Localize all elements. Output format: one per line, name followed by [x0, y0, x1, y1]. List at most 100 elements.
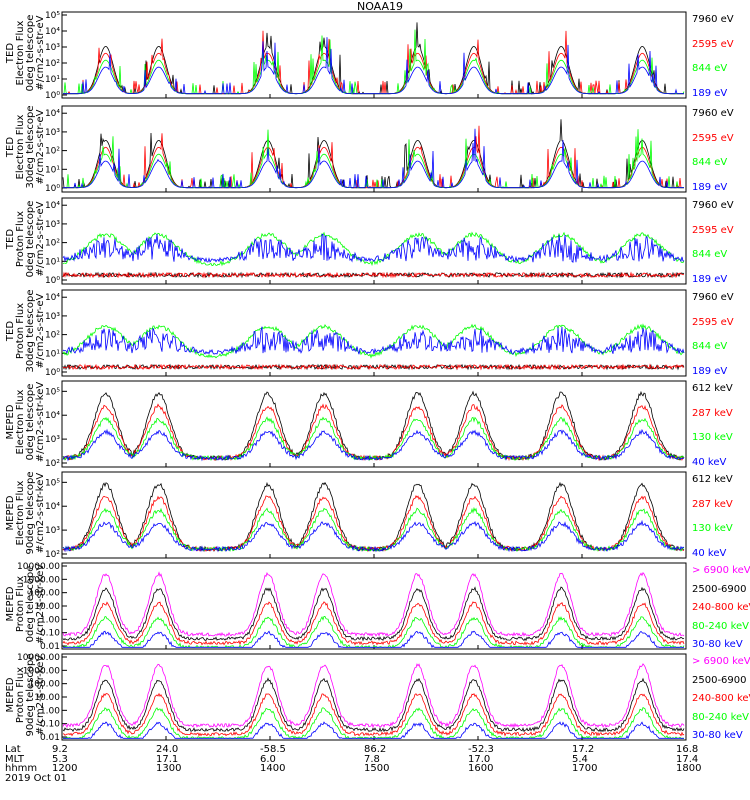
panel-7-series-3	[62, 615, 685, 649]
panel-6-ylabel: MEPED Electron Flux 90deg telescope #/cm2-s…	[5, 471, 46, 555]
panel-3-channel-label: 7960 eV	[692, 200, 734, 211]
panel-8-channel-label: > 6900 keV	[692, 656, 750, 667]
footer-date: 2019 Oct 01	[5, 772, 67, 784]
panel-2-channel-label: 2595 eV	[692, 132, 734, 144]
panel-6-channel-label: 612 keV	[692, 474, 733, 485]
panel-4-ytick-label: 10⁴	[45, 293, 60, 303]
panel-5-ylabel: MEPED Electron Flux 0deg telescope #/cm2-s-…	[5, 381, 46, 463]
panel-8-series-2	[62, 692, 685, 737]
panel-2-frame	[61, 105, 687, 193]
panel-3-channel-label: 2595 eV	[692, 224, 734, 236]
footer-value: 17.1	[156, 753, 179, 765]
panel-8-channel-label: 30-80 keV	[692, 730, 743, 741]
panel-5-channel-label: 40 keV	[692, 457, 727, 468]
footer-row-label: hhmm	[5, 763, 38, 774]
panel-2-series-0	[62, 119, 684, 189]
footer-value: 17.2	[572, 744, 595, 755]
panel-1-ytick-label: 10²	[45, 59, 60, 69]
panel-3-channel-label: 189 eV	[692, 274, 728, 285]
panel-4-series-1	[62, 363, 685, 371]
panel-5-frame	[61, 380, 687, 468]
panel-4-series-2	[62, 323, 685, 359]
footer-row-label: MLT	[5, 753, 24, 765]
panel-2-ytick-label: 10⁴	[45, 109, 60, 119]
panel-8-ytick-label: 1.00	[40, 706, 60, 716]
panel-7-ylabel: MEPED Proton Flux 0deg telescope #/cm2-s-st…	[5, 563, 46, 645]
panel-7-channel-label: 2500-6900	[692, 583, 747, 595]
panel-6-frame	[61, 471, 687, 559]
panel-2-channel-label: 189 eV	[692, 182, 728, 193]
panel-2-ytick-label: 10³	[45, 128, 60, 138]
footer-value: 5.4	[572, 753, 588, 765]
footer-value: 1700	[572, 763, 598, 774]
footer-row-hhmm: hhmm 1200 1300 1400 1500 1600 1700 1800	[5, 763, 701, 774]
footer-row-lat: Lat 9.2 24.0 -58.5 86.2 -52.3 17.2 16.8	[5, 744, 698, 755]
footer-value: 1200	[52, 763, 78, 774]
panel-7-ytick-label: 1000.00	[23, 575, 60, 585]
panel-2-ytick-label: 10²	[45, 147, 60, 157]
panel-2-series-2	[63, 129, 684, 189]
panel-5-series-1	[62, 403, 685, 462]
panel-5-channel-label: 287 keV	[692, 407, 733, 419]
panel-5-ytick-label: 10³	[45, 435, 60, 445]
panel-1-frame	[61, 11, 687, 99]
panel-4-frame	[61, 289, 687, 377]
panel-1-channel-label: 189 eV	[692, 88, 728, 99]
panel-8-ytick-label: 100.00	[29, 680, 61, 690]
panel-2-ytick-label: 10¹	[45, 165, 60, 175]
panel-2-series-3	[63, 128, 684, 189]
panel-7-ytick-label: 0.10	[40, 629, 60, 639]
panel-1-ylabel: TED Electron Flux 0deg telescope #/cm2-s-st…	[5, 14, 46, 92]
panel-5-ytick-label: 10⁵	[45, 387, 60, 397]
panel-7-series-1	[62, 586, 685, 642]
panel-8-series-1	[62, 677, 685, 733]
panel-3-ytick-label: 10¹	[45, 257, 60, 267]
panel-6-ytick-label: 10⁴	[45, 502, 60, 512]
panel-3-ytick-label: 10⁰	[45, 276, 60, 286]
footer-value: 7.8	[364, 753, 380, 765]
footer-value: -52.3	[468, 744, 494, 755]
panel-8-ytick-label: 1000.00	[23, 666, 60, 676]
panel-4-ytick-label: 10⁰	[45, 368, 60, 378]
footer-value: 1500	[364, 763, 390, 774]
footer-value: -58.5	[260, 744, 286, 755]
panel-7-series-2	[62, 601, 685, 646]
panel-8-ylabel: MEPED Proton Flux 90deg telescope #/cm2-s-s…	[5, 653, 46, 737]
panel-8-series-4	[63, 721, 684, 740]
panel-5-series-0	[62, 390, 685, 462]
panel-4-series-3	[62, 326, 685, 356]
footer-value: 86.2	[364, 744, 387, 755]
footer-value: 6.0	[260, 753, 276, 765]
panel-8-ytick-label: 0.10	[40, 720, 60, 730]
panel-5-channel-label: 130 keV	[692, 432, 733, 444]
panel-7-channel-label: > 6900 keV	[692, 565, 750, 576]
panel-5-series-3	[62, 428, 685, 462]
footer-row-label: Lat	[5, 744, 21, 755]
footer-value: 24.0	[156, 744, 179, 755]
footer-value: 17.4	[676, 753, 699, 765]
panel-7-series-4	[63, 630, 684, 649]
footer-value: 16.8	[676, 744, 699, 755]
footer-value: 5.3	[52, 753, 68, 765]
panel-5-channel-label: 612 keV	[692, 383, 733, 394]
panel-7-ytick-label: 0.01	[40, 642, 60, 652]
footer-value: 1300	[156, 763, 182, 774]
panel-2-channel-label: 7960 eV	[692, 108, 734, 119]
panel-7-series-0	[62, 571, 685, 637]
panel-5-series-2	[62, 416, 685, 462]
footer-value: 1400	[260, 763, 286, 774]
panel-6-ytick-label: 10²	[45, 550, 60, 560]
panel-2-ylabel: TED Electron Flux 30deg telescope #/cm2-s-s…	[5, 105, 46, 189]
panel-1-series-3	[63, 37, 684, 95]
panel-2-ytick-label: 10⁰	[45, 184, 60, 194]
panel-3-ylabel: TED Proton Flux 0deg telescope #/cm2-s-str-…	[5, 200, 46, 278]
panel-7-ytick-label: 1.00	[40, 615, 60, 625]
panel-3-channel-label: 844 eV	[692, 249, 728, 261]
panel-5-ytick-label: 10⁴	[45, 411, 60, 421]
panel-8-ytick-label: 10.00	[34, 693, 60, 703]
panel-7-ytick-label: 10000.00	[17, 562, 60, 572]
footer-value: 9.2	[52, 744, 68, 755]
panel-8-ytick-label: 0.01	[40, 733, 60, 743]
panel-4-ytick-label: 10³	[45, 312, 60, 322]
